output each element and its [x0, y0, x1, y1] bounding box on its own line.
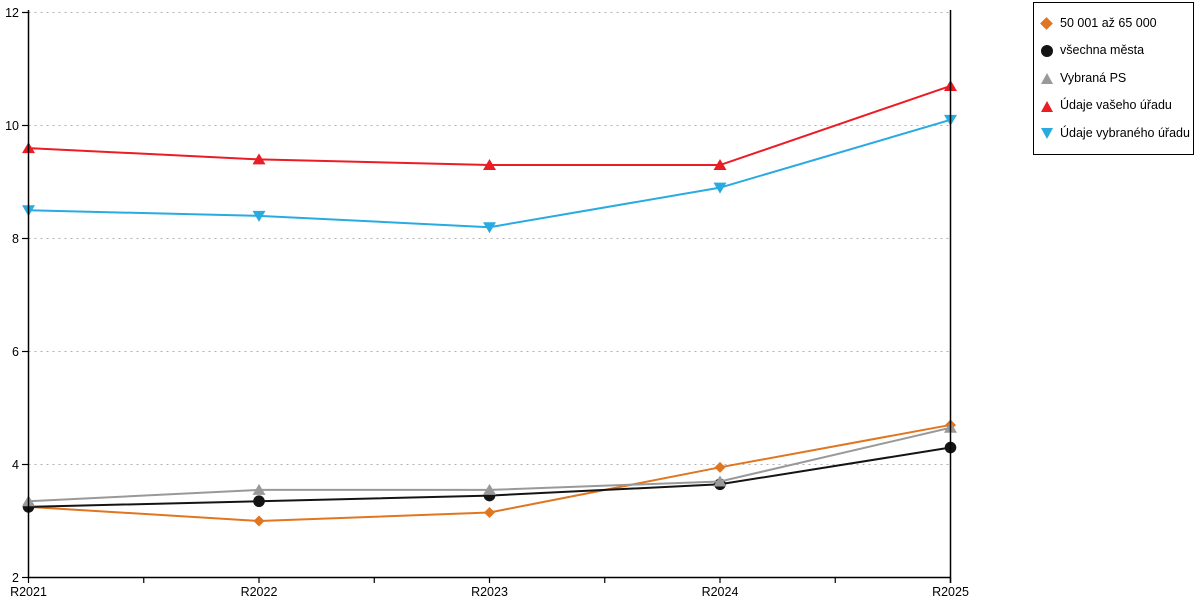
legend-item-vsechna-mesta: všechna města [1040, 38, 1187, 65]
x-tick-label: R2025 [932, 585, 969, 599]
legend-item-udaje-vaseho-uradu: Údaje vašeho úřadu [1040, 93, 1187, 120]
diamond-marker-icon [1040, 17, 1053, 30]
triangle-up-marker-icon [1040, 73, 1053, 84]
series-lines [22, 79, 957, 527]
y-tick-label: 2 [12, 571, 19, 585]
tick-labels: 2 4 6 8 10 12 R2021 R2022 R2023 R2024 R2025 [5, 6, 969, 599]
x-tick-label: R2024 [702, 585, 739, 599]
legend-label: 50 001 až 65 000 [1060, 15, 1157, 30]
legend-item-udaje-vybraneho-uradu: Údaje vybraného úřadu [1040, 120, 1190, 147]
legend-item-vybrana-ps: Vybraná PS [1040, 65, 1187, 92]
y-tick-label: 12 [5, 6, 19, 20]
y-tick-label: 10 [5, 119, 19, 133]
triangle-down-marker-icon [1040, 128, 1053, 139]
chart-canvas: 2 4 6 8 10 12 R2021 R2022 R2023 R2024 R2025 [5, 6, 969, 599]
legend-label: Údaje vašeho úřadu [1060, 98, 1172, 113]
y-tick-label: 6 [12, 345, 19, 359]
axes [22, 10, 952, 583]
gridlines [28, 12, 951, 465]
legend-item-50001-az-65000: 50 001 až 65 000 [1040, 10, 1187, 37]
series-v-echna-m-sta [22, 441, 957, 513]
x-tick-label: R2021 [10, 585, 47, 599]
x-tick-label: R2022 [241, 585, 278, 599]
y-tick-label: 4 [12, 458, 19, 472]
legend-label: všechna města [1060, 43, 1145, 58]
legend-label: Vybraná PS [1060, 70, 1127, 85]
chart-legend: 50 001 až 65 000 všechna města Vybraná P… [1033, 2, 1194, 155]
y-tick-label: 8 [12, 232, 19, 246]
legend-label: Údaje vybraného úřadu [1060, 125, 1190, 140]
series-50-001-a-65-000 [23, 419, 956, 527]
circle-marker-icon [1040, 45, 1053, 57]
x-tick-label: R2023 [471, 585, 508, 599]
triangle-up-marker-icon [1040, 100, 1053, 112]
